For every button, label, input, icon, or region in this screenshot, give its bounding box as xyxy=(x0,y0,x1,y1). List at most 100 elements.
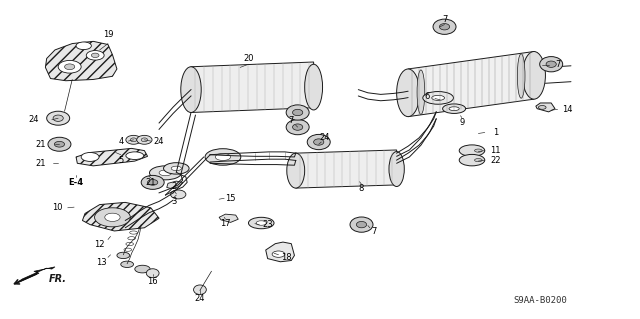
Ellipse shape xyxy=(95,208,131,227)
Text: 12: 12 xyxy=(95,240,105,249)
Text: 24: 24 xyxy=(29,115,39,124)
Ellipse shape xyxy=(130,231,138,234)
Text: 5: 5 xyxy=(118,156,124,165)
Ellipse shape xyxy=(449,107,460,111)
Ellipse shape xyxy=(124,248,132,251)
Ellipse shape xyxy=(164,163,189,174)
Ellipse shape xyxy=(474,159,482,162)
Text: 8: 8 xyxy=(359,184,364,193)
Ellipse shape xyxy=(128,237,136,240)
Text: 2: 2 xyxy=(172,182,177,191)
Ellipse shape xyxy=(205,149,241,165)
Text: 7: 7 xyxy=(372,227,377,236)
Text: 20: 20 xyxy=(243,54,253,63)
Ellipse shape xyxy=(540,56,563,72)
Ellipse shape xyxy=(148,180,158,185)
Ellipse shape xyxy=(305,64,323,110)
Ellipse shape xyxy=(159,170,172,176)
Ellipse shape xyxy=(47,111,70,125)
Ellipse shape xyxy=(287,153,305,188)
Text: 23: 23 xyxy=(262,220,273,229)
Ellipse shape xyxy=(172,166,181,171)
Ellipse shape xyxy=(215,153,230,160)
Text: 7: 7 xyxy=(555,60,560,69)
Text: 24: 24 xyxy=(320,133,330,142)
Text: 13: 13 xyxy=(96,258,107,267)
Ellipse shape xyxy=(150,166,181,180)
Text: 1: 1 xyxy=(493,128,499,137)
Polygon shape xyxy=(191,62,314,113)
Ellipse shape xyxy=(272,251,285,257)
Text: 7: 7 xyxy=(289,116,294,125)
Text: FR.: FR. xyxy=(49,274,67,284)
Text: 9: 9 xyxy=(459,117,465,127)
Ellipse shape xyxy=(397,69,420,117)
Ellipse shape xyxy=(423,92,454,104)
Ellipse shape xyxy=(137,135,152,144)
Ellipse shape xyxy=(92,53,99,57)
Ellipse shape xyxy=(389,152,404,187)
Ellipse shape xyxy=(193,285,206,294)
Ellipse shape xyxy=(417,70,425,115)
Polygon shape xyxy=(219,214,238,222)
Ellipse shape xyxy=(538,106,546,109)
Ellipse shape xyxy=(86,50,104,60)
Ellipse shape xyxy=(105,213,120,221)
Ellipse shape xyxy=(131,138,137,142)
Text: 24: 24 xyxy=(154,137,164,145)
Ellipse shape xyxy=(460,154,484,166)
Text: 15: 15 xyxy=(225,194,236,203)
Ellipse shape xyxy=(54,141,65,147)
Ellipse shape xyxy=(443,104,466,114)
Polygon shape xyxy=(408,51,534,117)
Polygon shape xyxy=(536,103,555,112)
Ellipse shape xyxy=(356,221,367,228)
Text: 14: 14 xyxy=(563,105,573,114)
Ellipse shape xyxy=(76,42,92,50)
Ellipse shape xyxy=(147,269,159,278)
Ellipse shape xyxy=(248,217,274,229)
Text: 21: 21 xyxy=(145,178,156,187)
Circle shape xyxy=(117,252,130,259)
Text: 3: 3 xyxy=(172,197,177,206)
Ellipse shape xyxy=(141,138,148,142)
Ellipse shape xyxy=(350,217,373,232)
Ellipse shape xyxy=(81,152,99,161)
Ellipse shape xyxy=(126,135,141,144)
Text: 19: 19 xyxy=(103,30,113,39)
Ellipse shape xyxy=(292,124,303,130)
Text: 24: 24 xyxy=(195,294,205,303)
Text: 21: 21 xyxy=(35,140,45,149)
Text: 11: 11 xyxy=(490,146,501,155)
Polygon shape xyxy=(76,148,148,166)
Text: E-4: E-4 xyxy=(68,178,84,187)
Circle shape xyxy=(121,261,134,268)
Ellipse shape xyxy=(180,67,201,113)
Ellipse shape xyxy=(65,64,75,70)
Ellipse shape xyxy=(126,152,144,160)
Ellipse shape xyxy=(286,120,309,135)
Ellipse shape xyxy=(58,60,81,73)
Polygon shape xyxy=(266,242,294,262)
Ellipse shape xyxy=(256,221,266,225)
Polygon shape xyxy=(15,267,55,284)
Ellipse shape xyxy=(141,175,164,189)
Ellipse shape xyxy=(460,145,484,156)
Ellipse shape xyxy=(474,149,482,152)
Polygon shape xyxy=(83,202,159,231)
Text: 21: 21 xyxy=(35,159,45,168)
Text: 22: 22 xyxy=(490,156,501,165)
Ellipse shape xyxy=(440,24,450,30)
Text: 17: 17 xyxy=(220,219,231,228)
Polygon shape xyxy=(167,181,182,189)
Ellipse shape xyxy=(286,105,309,120)
Text: 10: 10 xyxy=(52,203,62,212)
Text: 18: 18 xyxy=(282,253,292,262)
Ellipse shape xyxy=(307,134,330,150)
Polygon shape xyxy=(296,150,397,188)
Text: 7: 7 xyxy=(442,15,447,24)
Ellipse shape xyxy=(171,190,186,199)
Ellipse shape xyxy=(126,242,134,246)
Ellipse shape xyxy=(517,54,525,98)
Ellipse shape xyxy=(432,95,445,100)
